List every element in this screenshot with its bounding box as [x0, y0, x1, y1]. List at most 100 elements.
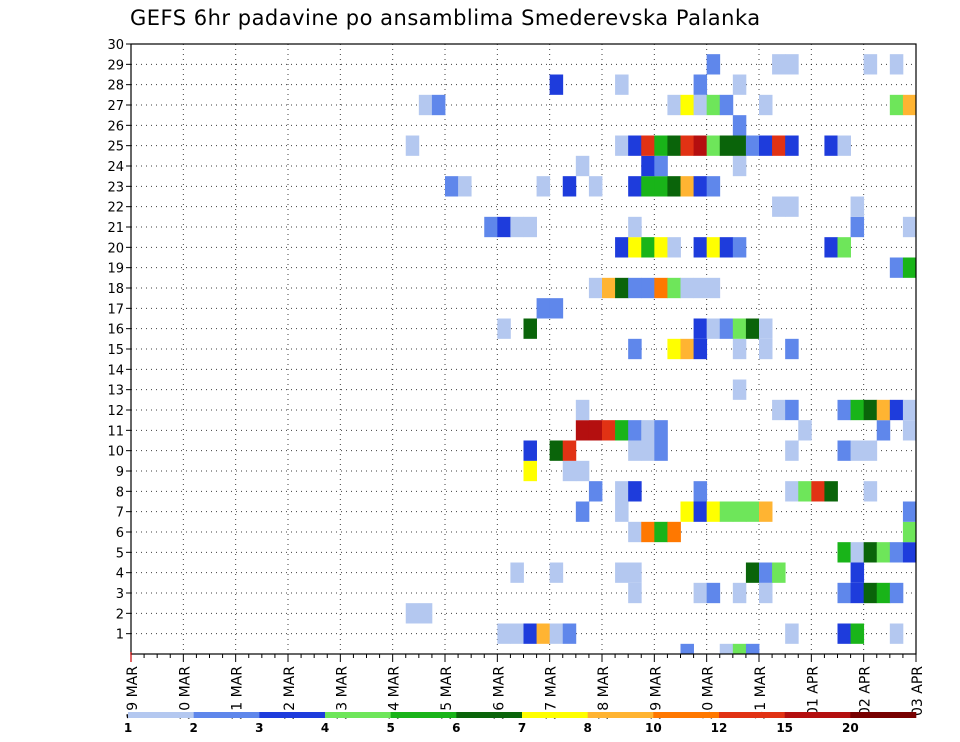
y-tick-label: 17	[107, 302, 124, 317]
heatmap-cell	[732, 501, 747, 522]
y-tick-label: 8	[116, 485, 124, 500]
heatmap-cell	[510, 562, 524, 583]
heatmap-cell	[889, 399, 904, 421]
heatmap-cell	[628, 237, 642, 258]
heatmap-cell	[837, 135, 851, 156]
y-tick-label: 22	[107, 201, 124, 216]
x-tick-label: 24 MAR	[387, 666, 403, 720]
heatmap-cell	[837, 399, 851, 421]
heatmap-cell	[615, 135, 629, 156]
heatmap-cell	[902, 94, 917, 116]
heatmap-cell	[706, 135, 721, 156]
heatmap-cell	[445, 176, 459, 197]
heatmap-cell	[667, 135, 681, 156]
x-tick-label: 27 MAR	[544, 666, 560, 720]
heatmap-cell	[641, 277, 655, 299]
heatmap-cell	[889, 542, 904, 563]
heatmap-cell	[889, 54, 904, 75]
colorbar-label: 6	[452, 721, 460, 735]
heatmap-cell	[667, 338, 681, 360]
heatmap-cell	[876, 399, 891, 421]
y-tick-label: 27	[107, 99, 124, 114]
heatmap-cell	[588, 481, 603, 502]
heatmap-cell	[745, 562, 760, 583]
heatmap-cell	[615, 277, 629, 299]
heatmap-cell	[837, 440, 851, 461]
heatmap-cell	[785, 481, 799, 502]
heatmap-cell	[602, 277, 616, 299]
heatmap-cell	[902, 521, 917, 543]
heatmap-cell	[706, 54, 721, 75]
x-tick-label: 28 MAR	[596, 666, 612, 720]
heatmap-cell	[732, 155, 747, 177]
heatmap-cell	[641, 155, 655, 177]
chart-title: GEFS 6hr padavine po ansamblima Smederev…	[130, 6, 761, 30]
y-tick-label: 3	[116, 587, 124, 602]
heatmap-cell	[575, 399, 590, 421]
heatmap-cell	[732, 74, 747, 95]
heatmap-cell	[785, 399, 799, 421]
y-tick-label: 29	[107, 58, 124, 73]
colorbar-swatch	[522, 712, 588, 718]
y-tick-label: 12	[107, 404, 124, 419]
colorbar-label: 1	[124, 721, 132, 735]
heatmap-cell	[706, 501, 721, 522]
heatmap-cell	[497, 216, 511, 238]
heatmap-cell	[562, 440, 577, 461]
heatmap-cell	[667, 521, 681, 543]
heatmap-cell	[680, 501, 694, 522]
heatmap-cell	[889, 94, 904, 116]
colorbar-swatch	[850, 712, 917, 718]
heatmap-cell	[628, 338, 642, 360]
heatmap-cell	[615, 237, 629, 258]
heatmap-cell	[798, 420, 812, 441]
heatmap-cell	[575, 420, 590, 441]
colorbar-label: 20	[842, 721, 859, 735]
heatmap-cell	[706, 94, 721, 116]
heatmap-cell	[510, 216, 524, 238]
heatmap-cell	[575, 501, 590, 522]
heatmap-cell	[523, 623, 537, 644]
heatmap-cell	[719, 643, 734, 654]
heatmap-cell	[745, 135, 760, 156]
heatmap-cell	[667, 94, 681, 116]
heatmap-cell	[562, 623, 577, 644]
heatmap-cell	[628, 521, 642, 543]
heatmap-cell	[732, 643, 747, 654]
heatmap-cell	[863, 440, 878, 461]
x-tick-label: 23 MAR	[334, 666, 350, 720]
heatmap-cell	[850, 216, 865, 238]
heatmap-cell	[615, 420, 629, 441]
heatmap-cell	[785, 623, 799, 644]
heatmap-cell	[628, 481, 642, 502]
heatmap-cell	[549, 623, 564, 644]
y-tick-label: 7	[116, 506, 124, 521]
heatmap-cell	[693, 237, 708, 258]
heatmap-cell	[549, 440, 564, 461]
colorbar-label: 12	[711, 721, 728, 735]
colorbar-label: 3	[255, 721, 263, 735]
heatmap-cell	[628, 176, 642, 197]
heatmap-cell	[497, 623, 511, 644]
heatmap-cell	[863, 481, 878, 502]
heatmap-cell	[628, 562, 642, 583]
colorbar-swatch	[587, 712, 654, 718]
heatmap-cell	[732, 115, 747, 136]
heatmap-cell	[654, 521, 668, 543]
y-tick-label: 24	[107, 160, 124, 175]
heatmap-cell	[654, 277, 668, 299]
y-tick-label: 28	[107, 79, 124, 94]
heatmap-cell	[759, 135, 773, 156]
x-tick-label: 02 APR	[858, 666, 874, 716]
heatmap-cell	[785, 338, 799, 360]
heatmap-cell	[667, 237, 681, 258]
heatmap-cell	[785, 440, 799, 461]
heatmap-cell	[693, 582, 708, 604]
y-tick-label: 4	[116, 567, 124, 582]
heatmap-cell	[902, 399, 917, 421]
heatmap-cell	[510, 623, 524, 644]
heatmap-cell	[850, 542, 865, 563]
x-tick-label: 21 MAR	[230, 666, 246, 720]
heatmap-cell	[405, 135, 420, 156]
